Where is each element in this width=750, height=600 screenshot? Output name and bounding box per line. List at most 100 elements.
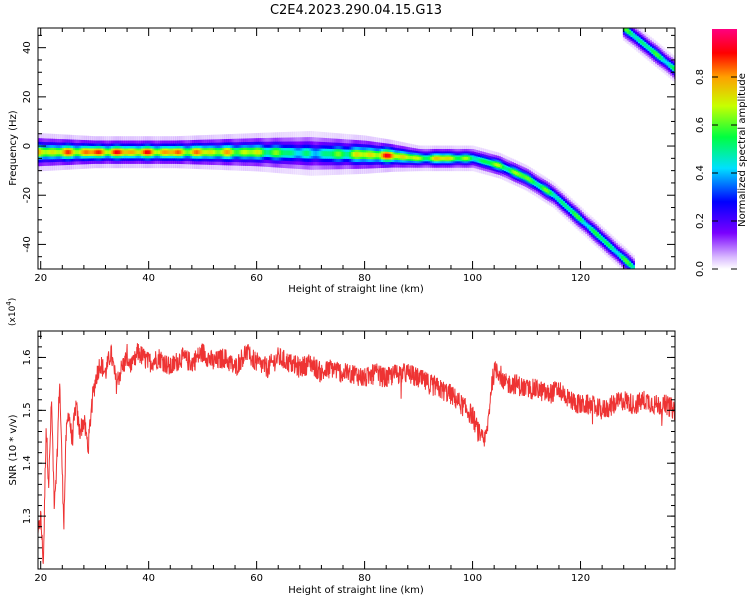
spectrogram-cell <box>443 156 447 160</box>
spectrogram-cell <box>307 150 310 156</box>
spectrogram-cell <box>483 159 486 163</box>
spectrogram-cell <box>271 150 275 155</box>
colorbar-tick-label: 0.0 <box>695 261 706 277</box>
spectrogram-cell <box>127 150 131 155</box>
spectrogram-cell <box>416 156 420 160</box>
spectrogram-cell <box>454 156 458 160</box>
spectrogram-cell <box>245 150 248 155</box>
spectrogram-cell <box>59 150 63 155</box>
spectrogram-cell <box>186 150 190 155</box>
spectrogram-cell <box>411 156 414 160</box>
snr-y-tick-label: 1.5 <box>22 402 33 418</box>
spectrogram-cell <box>118 150 122 155</box>
colorbar-tick-label: 0.2 <box>695 213 706 229</box>
spectrogram-y-tick-label: 20 <box>22 90 33 103</box>
spectrogram-cell <box>337 151 341 157</box>
spectrogram-cell <box>108 150 112 155</box>
spectrogram-cell <box>333 151 337 157</box>
spectrogram-cell <box>277 150 280 156</box>
spectrogram-cell <box>477 158 481 162</box>
spectrogram-cell <box>263 150 267 155</box>
spectrogram-cell <box>124 150 127 155</box>
spectrogram-cell <box>672 66 675 70</box>
spectrogram-cell <box>331 151 335 157</box>
spectrogram-cell <box>420 156 424 160</box>
spectrogram-cell <box>513 170 516 174</box>
spectrogram-cell <box>345 151 348 157</box>
spectrogram-cell <box>133 150 137 155</box>
snr-plot-area <box>38 331 675 569</box>
spectrogram-cell <box>460 156 464 160</box>
spectrogram-cell <box>371 152 375 158</box>
spectrogram-cell <box>267 150 271 155</box>
spectrogram-cell <box>129 150 133 155</box>
spectrogram-cell <box>656 54 660 58</box>
spectrogram-cell <box>445 156 448 160</box>
spectrogram-cell <box>178 150 182 155</box>
spectrogram-cell <box>38 149 40 155</box>
spectrogram-cell <box>260 150 263 155</box>
spectrogram-cell <box>328 151 331 157</box>
snr-frame <box>37 330 676 570</box>
spectrogram-cell <box>670 65 673 68</box>
spectrogram-cell <box>634 35 637 39</box>
spectrogram-cell <box>348 151 352 157</box>
spectrogram-cell <box>95 150 99 155</box>
spectrogram-cell <box>424 156 428 160</box>
spectrogram-cell <box>432 156 435 160</box>
spectrogram-cell <box>216 150 220 155</box>
snr-x-tick-label: 100 <box>463 573 482 584</box>
spectrogram-cell <box>65 150 69 155</box>
snr-xlabel: Height of straight line (km) <box>288 585 424 596</box>
spectrogram-x-tick-label: 40 <box>142 273 155 284</box>
spectrogram-y-tick-label: -20 <box>22 187 33 203</box>
spectrogram-cell <box>430 156 433 160</box>
spectrogram-cell <box>120 150 123 155</box>
spectrogram-cell <box>413 156 416 160</box>
spectrogram-cell <box>418 156 422 160</box>
spectrogram-cell <box>503 166 507 170</box>
spectrogram-cell <box>171 150 174 155</box>
spectrogram-cell <box>82 150 86 155</box>
spectrogram-cell <box>299 150 303 156</box>
spectrogram-cell <box>288 150 292 156</box>
colorbar-tick-label: 0.6 <box>695 117 706 133</box>
snr-ticks: 20 40 60 80 100 120 1.3 1.4 1.5 1.6 <box>22 331 675 584</box>
spectrogram-cell <box>628 31 632 35</box>
snr-y-tick-label: 1.4 <box>22 455 33 471</box>
spectrogram-y-tick-label: 0 <box>22 143 33 149</box>
spectrogram-cell <box>314 150 318 157</box>
spectrogram-cell <box>469 156 473 160</box>
spectrogram-cell <box>229 150 233 155</box>
spectrogram-cell <box>598 235 601 239</box>
spectrogram-cell <box>579 218 583 222</box>
spectrogram-cell <box>590 228 594 232</box>
spectrogram-cell <box>594 231 598 235</box>
spectrogram-cell <box>131 150 135 155</box>
spectrogram-cell <box>464 156 467 160</box>
spectrogram-cell <box>592 230 596 234</box>
spectrogram-cell <box>622 257 626 261</box>
spectrogram-cell <box>330 151 333 157</box>
spectrogram-cell <box>190 150 193 155</box>
spectrogram-cell <box>639 40 643 44</box>
spectrogram-cell <box>534 181 537 185</box>
spectrogram-cell <box>456 156 460 160</box>
spectrogram-cell <box>180 150 184 155</box>
spectrogram-cell <box>449 156 452 160</box>
spectrogram-cell <box>197 150 201 155</box>
spectrogram-cell <box>320 151 324 157</box>
spectrogram-cell <box>254 149 258 155</box>
spectrogram-cell <box>112 150 116 155</box>
spectrogram-x-tick-label: 100 <box>463 273 482 284</box>
spectrogram-cell <box>150 150 154 155</box>
spectrogram-cell <box>39 149 42 155</box>
spectrogram-x-tick-label: 60 <box>250 273 263 284</box>
spectrogram-x-tick-label: 120 <box>571 273 590 284</box>
spectrogram-cell <box>173 150 176 155</box>
spectrogram-cell <box>554 195 558 199</box>
spectrogram-cell <box>558 199 562 203</box>
spectrogram-cell <box>364 152 367 157</box>
colorbar-tick-label: 0.4 <box>695 165 706 181</box>
spectrogram-cell <box>163 150 167 155</box>
